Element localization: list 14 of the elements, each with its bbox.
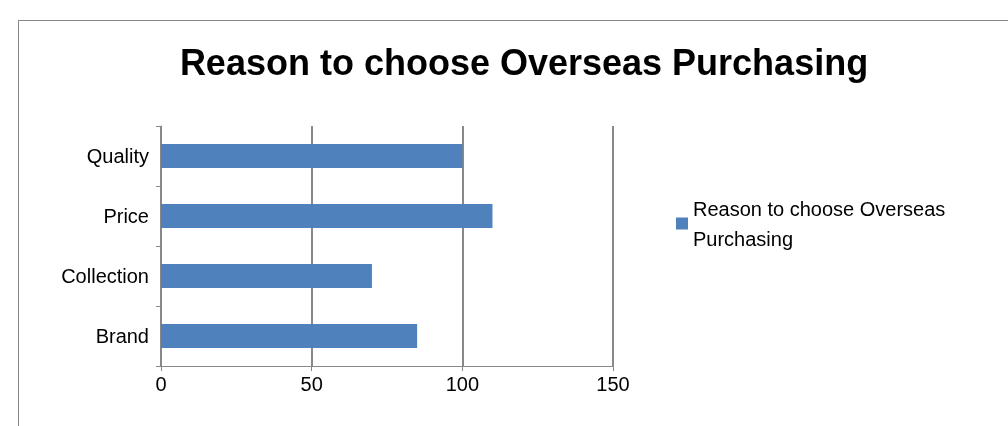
y-tick-label: Brand [95, 325, 149, 347]
bar [161, 204, 493, 228]
x-tick-label: 100 [445, 373, 480, 395]
bar [161, 264, 372, 288]
y-tick-label: Price [103, 205, 149, 227]
x-tick-label: 150 [596, 373, 630, 395]
y-tick-label: Collection [61, 265, 149, 287]
bar [161, 324, 418, 348]
chart-title: Reason to choose Overseas Purchasing [179, 41, 869, 83]
x-tick-label: 50 [300, 373, 323, 395]
bar [161, 144, 463, 168]
x-tick-label: 0 [155, 373, 167, 395]
legend-label: Reason to choose Overseas Purchasing [693, 197, 951, 250]
y-tick-label: Quality [86, 145, 149, 167]
